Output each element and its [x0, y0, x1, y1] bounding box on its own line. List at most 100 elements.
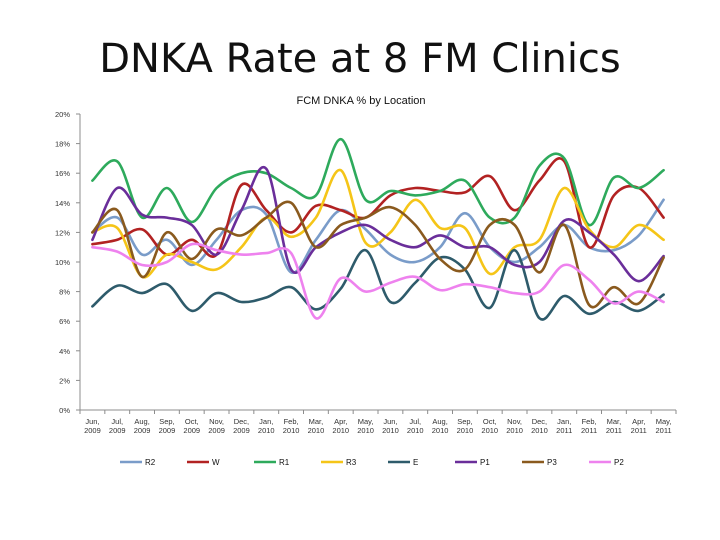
- x-tick-month: Aug,: [134, 417, 149, 426]
- x-tick-label: Aug, 2009: [134, 417, 151, 435]
- slide-title: DNKA Rate at 8 FM Clinics: [99, 36, 621, 82]
- x-tick-year: 2010: [357, 426, 374, 435]
- x-tick-year: 2009: [159, 426, 176, 435]
- x-tick-year: 2011: [656, 426, 672, 435]
- legend-label-p2: P2: [614, 458, 624, 467]
- x-tick-month: Mar,: [309, 417, 324, 426]
- x-tick-label: Nov, 2009: [208, 417, 225, 435]
- x-tick-label: Sep, 2009: [159, 417, 176, 435]
- y-tick-label: 14%: [55, 199, 70, 208]
- x-tick-month: Jan,: [259, 417, 273, 426]
- x-tick-year: 2009: [134, 426, 151, 435]
- series-line-p1: [91, 165, 665, 283]
- x-tick-label: Apr, 2010: [332, 417, 349, 435]
- x-tick-label: Oct, 2010: [481, 417, 498, 435]
- x-tick-month: May,: [656, 417, 672, 426]
- x-tick-year: 2009: [233, 426, 250, 435]
- x-tick-label: Nov, 2010: [506, 417, 523, 435]
- x-tick-year: 2009: [208, 426, 225, 435]
- x-tick-year: 2009: [84, 426, 101, 435]
- x-tick-year: 2009: [183, 426, 200, 435]
- x-tick-label: Jun, 2009: [84, 417, 101, 435]
- x-tick-label: Jul, 2010: [407, 417, 424, 435]
- x-tick-year: 2011: [606, 426, 622, 435]
- x-tick-year: 2010: [531, 426, 548, 435]
- x-tick-year: 2010: [457, 426, 474, 435]
- x-tick-month: Oct,: [185, 417, 199, 426]
- x-tick-month: Jul,: [111, 417, 123, 426]
- x-tick-month: Jan,: [557, 417, 571, 426]
- x-tick-year: 2010: [407, 426, 424, 435]
- legend-label-w: W: [212, 458, 220, 467]
- y-axis-ticks: 0% 2% 4% 6% 8% 10% 12% 14% 16% 18% 20%: [55, 110, 80, 415]
- y-tick-label: 2%: [59, 376, 70, 385]
- x-tick-month: Apr,: [632, 417, 645, 426]
- x-tick-year: 2011: [556, 426, 572, 435]
- y-tick-label: 8%: [59, 288, 70, 297]
- x-tick-label: May, 2010: [357, 417, 374, 435]
- legend-label-r3: R3: [346, 458, 357, 467]
- x-tick-label: Feb, 2010: [283, 417, 300, 435]
- y-tick-label: 0%: [59, 406, 70, 415]
- x-tick-label: Oct, 2009: [183, 417, 200, 435]
- x-tick-year: 2010: [283, 426, 300, 435]
- legend-label-e: E: [413, 458, 418, 467]
- series-line-r1: [91, 137, 665, 227]
- series-line-p2: [91, 242, 665, 320]
- y-tick-label: 6%: [59, 317, 70, 326]
- x-tick-year: 2010: [432, 426, 449, 435]
- y-tick-label: 20%: [55, 110, 70, 119]
- x-tick-month: Dec,: [532, 417, 547, 426]
- x-tick-month: Feb,: [582, 417, 597, 426]
- x-tick-year: 2011: [631, 426, 647, 435]
- x-tick-month: Mar,: [607, 417, 622, 426]
- x-tick-year: 2010: [332, 426, 349, 435]
- x-tick-month: Dec,: [234, 417, 249, 426]
- x-tick-month: May,: [358, 417, 374, 426]
- y-tick-label: 4%: [59, 347, 70, 356]
- x-tick-month: Nov,: [209, 417, 224, 426]
- chart-title: FCM DNKA % by Location: [297, 95, 426, 107]
- legend-label-p1: P1: [480, 458, 490, 467]
- x-tick-month: Nov,: [507, 417, 522, 426]
- x-tick-month: Jun,: [383, 417, 397, 426]
- x-tick-year: 2009: [109, 426, 126, 435]
- y-tick-label: 18%: [55, 140, 70, 149]
- x-tick-label: Jan, 2010: [258, 417, 275, 435]
- x-tick-label: Apr, 2011: [631, 417, 647, 435]
- x-tick-year: 2011: [581, 426, 597, 435]
- series-line-w: [91, 157, 665, 258]
- x-tick-year: 2010: [258, 426, 275, 435]
- series-line-e: [91, 248, 665, 321]
- x-tick-label: Mar, 2011: [606, 417, 622, 435]
- x-tick-year: 2010: [382, 426, 399, 435]
- x-tick-label: Feb, 2011: [581, 417, 597, 435]
- x-tick-label: Dec, 2010: [531, 417, 548, 435]
- x-tick-label: Jul, 2009: [109, 417, 126, 435]
- x-tick-month: Oct,: [483, 417, 497, 426]
- legend-label-r1: R1: [279, 458, 290, 467]
- x-tick-year: 2010: [506, 426, 523, 435]
- y-tick-label: 16%: [55, 169, 70, 178]
- series-lines: [91, 137, 665, 321]
- series-line-p3: [91, 200, 665, 309]
- y-tick-label: 10%: [55, 258, 70, 267]
- legend-label-r2: R2: [145, 458, 156, 467]
- x-tick-month: Jul,: [409, 417, 421, 426]
- x-tick-month: Sep,: [457, 417, 472, 426]
- y-tick-label: 12%: [55, 228, 70, 237]
- x-tick-label: Dec, 2009: [233, 417, 250, 435]
- x-tick-label: Jun, 2010: [382, 417, 399, 435]
- x-tick-label: Mar, 2010: [308, 417, 325, 435]
- x-tick-year: 2010: [308, 426, 325, 435]
- legend: R2 W R1 R3 E P1 P3 P2: [120, 458, 624, 467]
- x-tick-label: Aug, 2010: [432, 417, 449, 435]
- x-tick-month: Aug,: [432, 417, 447, 426]
- x-tick-month: Jun,: [85, 417, 99, 426]
- x-tick-label: Sep, 2010: [457, 417, 474, 435]
- x-tick-month: Apr,: [334, 417, 347, 426]
- x-tick-month: Feb,: [284, 417, 299, 426]
- x-tick-label: Jan, 2011: [556, 417, 572, 435]
